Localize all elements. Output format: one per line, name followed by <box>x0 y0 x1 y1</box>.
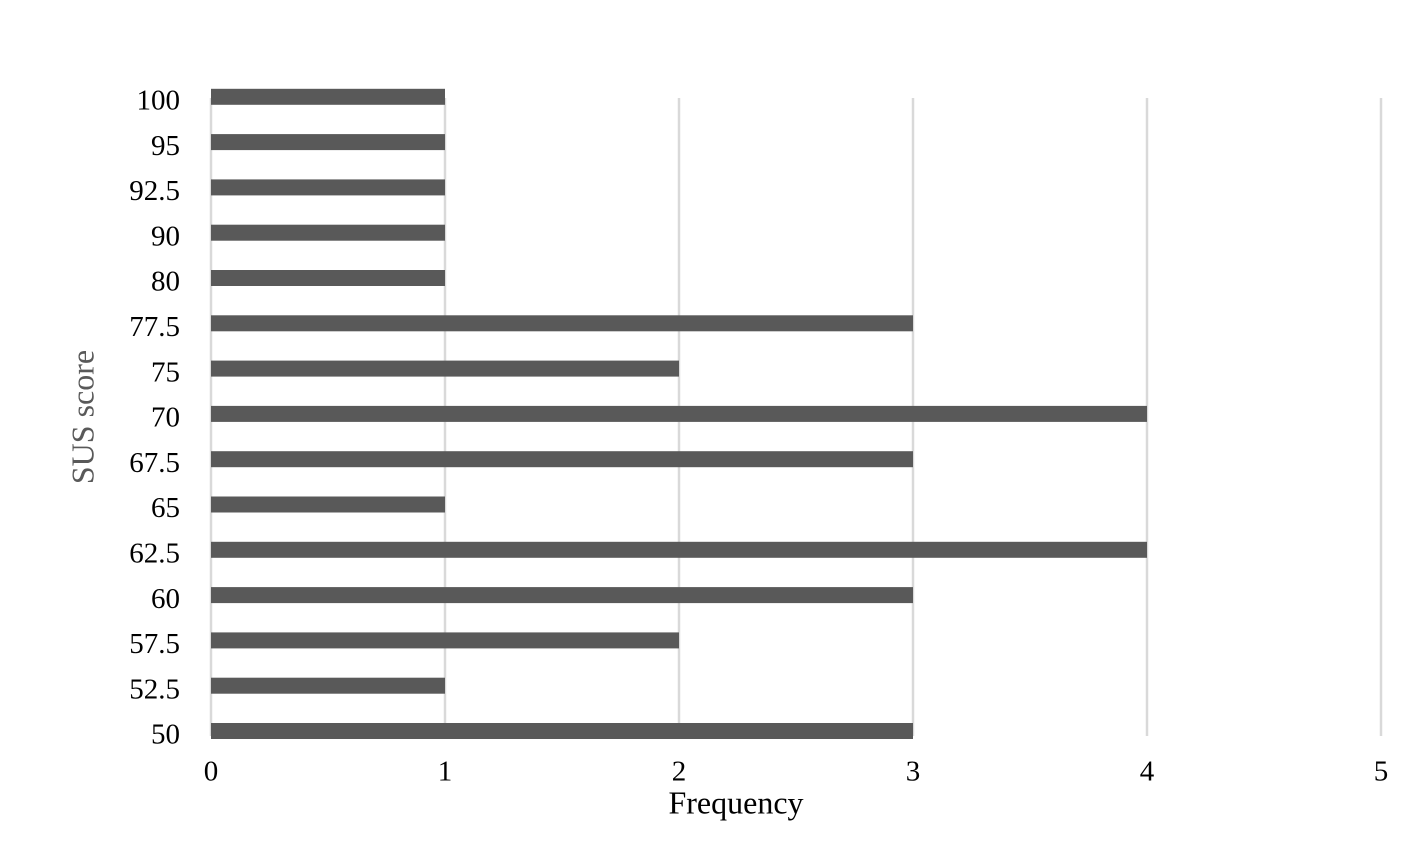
x-tick-label: 2 <box>672 756 687 788</box>
bar <box>211 315 913 332</box>
bar <box>211 632 679 649</box>
y-tick-label: 77.5 <box>129 311 180 343</box>
y-tick-label: 95 <box>151 130 180 162</box>
y-tick-label: 67.5 <box>129 447 180 479</box>
bar <box>211 179 445 196</box>
x-tick-label: 3 <box>906 756 921 788</box>
x-tick-label: 5 <box>1374 756 1389 788</box>
bar <box>211 723 913 739</box>
bar <box>211 677 445 694</box>
y-tick-label: 60 <box>151 583 180 615</box>
bar <box>211 224 445 241</box>
x-tick-label: 0 <box>204 756 219 788</box>
y-tick-label: 50 <box>151 719 180 751</box>
bar <box>211 134 445 151</box>
y-tick-label: 57.5 <box>129 628 180 660</box>
bar <box>211 360 679 377</box>
y-tick-label: 62.5 <box>129 537 180 569</box>
bar <box>211 405 1147 422</box>
y-tick-label: 90 <box>151 220 180 252</box>
y-tick-label: 65 <box>151 492 180 524</box>
y-tick-label: 100 <box>137 84 181 116</box>
y-tick-label: 52.5 <box>129 673 180 705</box>
y-tick-label: 92.5 <box>129 175 180 207</box>
bar <box>211 496 445 513</box>
bar <box>211 541 1147 558</box>
x-tick-label: 4 <box>1140 756 1155 788</box>
y-axis-title: SUS score <box>64 350 100 484</box>
y-tick-label: 80 <box>151 266 180 298</box>
bar <box>211 270 445 286</box>
y-tick-label: 75 <box>151 356 180 388</box>
bar <box>211 88 445 105</box>
bar <box>211 451 913 468</box>
x-axis-title: Frequency <box>668 784 803 820</box>
bar <box>211 587 913 604</box>
y-tick-label: 70 <box>151 402 180 434</box>
x-tick-label: 1 <box>438 756 453 788</box>
